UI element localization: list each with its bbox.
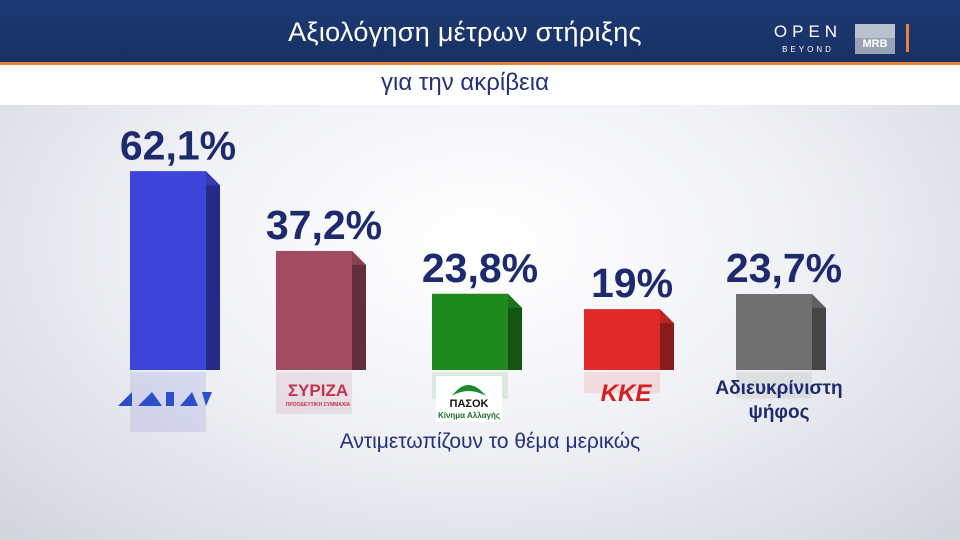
bar-reflection — [736, 372, 812, 399]
mrb-logo-text: MRB — [862, 38, 888, 50]
chart-title: Αξιολόγηση μέτρων στήριξης — [288, 17, 642, 47]
bar — [432, 293, 508, 370]
bar — [276, 250, 352, 370]
chart-annotation: Αντιμετωπίζουν το θέμα μερικώς — [339, 430, 641, 453]
bar-value-label: 37,2% — [266, 202, 382, 248]
pasok-logo-subtext: Κίνημα Αλλαγής — [438, 411, 500, 420]
open-beyond-logo: OPEN BEYOND — [768, 22, 848, 56]
nd-logo-mark — [202, 392, 212, 406]
open-logo-sub: BEYOND — [782, 45, 834, 54]
pasok-logo-text: ΠΑΣΟΚ — [450, 398, 489, 410]
header-accent-rule — [0, 62, 960, 65]
kke-logo-text: ΚΚΕ — [601, 380, 653, 407]
open-logo-main: OPEN — [773, 22, 843, 41]
syriza-logo-subtext: ΠΡΟΟΔΕΥΤΙΚΗ ΣΥΜΜΑΧΙΑ — [286, 402, 351, 408]
bar-reflection — [276, 372, 352, 414]
bar — [584, 309, 660, 370]
bar — [736, 294, 812, 370]
bar-value-label: 62,1% — [120, 122, 236, 168]
logo-divider — [906, 24, 909, 52]
mrb-logo: MRB — [855, 24, 895, 54]
bar-side — [508, 293, 522, 370]
bar-side — [660, 309, 674, 370]
nd-logo-mark — [118, 392, 132, 406]
syriza-logo-text: ΣΥΡΙΖΑ — [288, 381, 348, 400]
bar-reflection — [584, 372, 660, 394]
bar-side — [206, 171, 220, 370]
pasok-logo-background — [436, 376, 502, 422]
bar-side — [812, 294, 826, 370]
undecided-label-line2: ψήφος — [749, 402, 810, 423]
chart-subtitle: για την ακρίβεια — [381, 69, 549, 96]
bar-value-label: 23,7% — [726, 245, 842, 291]
nd-logo-mark — [138, 392, 162, 406]
nd-logo-mark — [166, 392, 174, 406]
header-bar — [0, 0, 960, 62]
subtitle-bar — [0, 65, 960, 105]
bar-value-label: 23,8% — [422, 245, 538, 291]
mrb-logo-band — [855, 24, 895, 38]
nd-logo-mark — [180, 392, 198, 406]
pasok-sun-icon — [452, 385, 486, 396]
bar-value-label: 19% — [591, 260, 673, 306]
bar-side — [352, 250, 366, 370]
undecided-label-line1: Αδιευκρίνιστη — [715, 378, 842, 399]
bar — [130, 171, 206, 370]
